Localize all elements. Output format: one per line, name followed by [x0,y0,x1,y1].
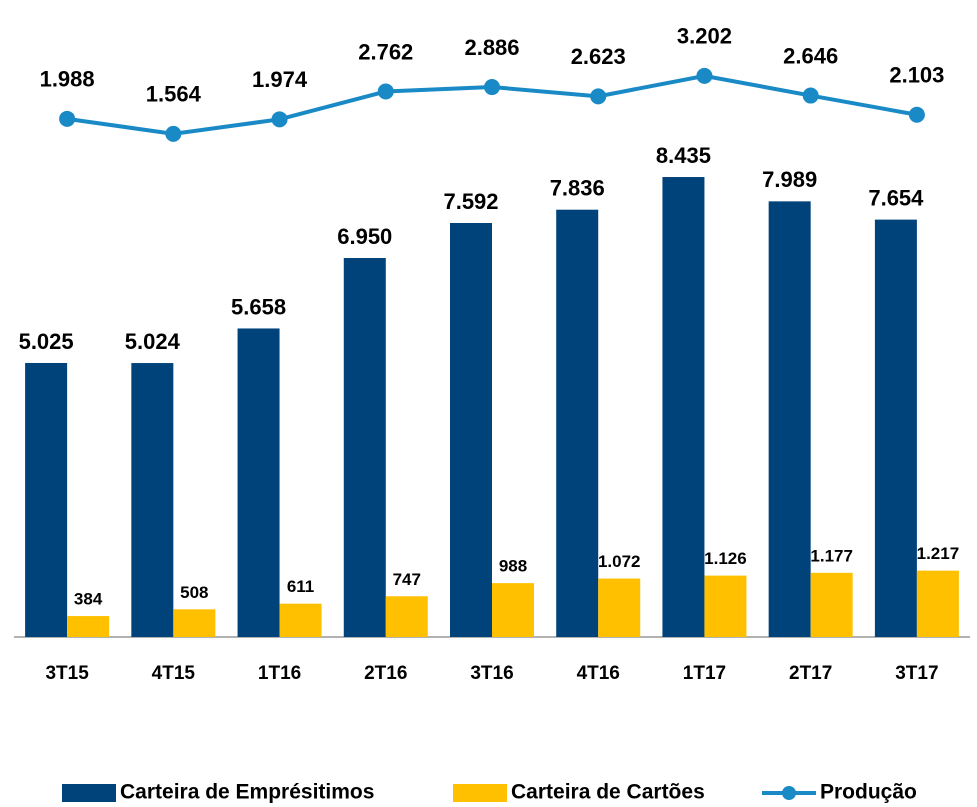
bar [173,609,216,637]
data-label: 7.989 [762,167,817,192]
data-label: 1.177 [810,546,853,565]
bar [450,223,492,637]
bar [874,219,917,637]
legend-swatch [62,784,116,802]
bar [25,362,68,637]
x-tick-label: 4T16 [577,663,620,684]
bar [916,570,959,637]
bar [343,258,386,637]
x-tick-label: 2T16 [364,663,407,684]
line-marker [802,87,819,104]
data-label: 508 [180,583,208,602]
data-label: 988 [499,557,527,576]
data-label: 1.072 [598,552,641,571]
data-label: 3.202 [677,24,732,49]
bar [810,572,853,637]
data-label: 7.592 [443,189,498,214]
data-label: 8.435 [656,143,711,168]
data-label: 7.654 [868,185,924,210]
data-label: 1.564 [146,82,202,107]
data-label: 2.103 [889,63,944,88]
x-tick-label: 3T15 [45,663,89,684]
data-label: 747 [393,570,421,589]
line-marker [908,106,925,123]
legend-label: Produção [820,781,917,804]
data-label: 2.886 [464,35,519,60]
x-tick-label: 3T16 [470,663,513,684]
line-marker [484,79,500,96]
legend-label: Carteira de Cartões [511,781,705,804]
data-label: 1.217 [917,544,960,563]
bar [492,583,534,637]
bar [598,578,641,637]
legend-label: Carteira de Emprésitimos [120,781,374,804]
data-label: 1.974 [252,67,308,92]
data-label: 1.126 [704,549,747,568]
line-marker [590,88,607,105]
x-tick-label: 4T15 [152,663,196,684]
line-marker [271,111,288,128]
x-tick-label: 1T17 [683,663,726,684]
data-label: 6.950 [337,224,392,249]
data-label: 2.623 [571,44,626,69]
data-label: 5.658 [231,294,286,319]
data-label: 2.762 [358,39,413,64]
bar [768,201,811,638]
data-label: 2.646 [783,43,838,68]
line-marker [696,67,713,84]
data-label: 1.988 [40,67,95,92]
line-marker [377,83,394,100]
bar [556,209,599,637]
bar [67,616,110,637]
data-label: 611 [287,577,314,596]
data-label: 5.025 [19,329,74,354]
bar [704,575,747,637]
bar [131,363,174,637]
data-label: 5.024 [125,329,181,354]
bar [662,177,705,637]
data-label: 384 [74,590,103,609]
legend-swatch [782,786,796,800]
bar [385,596,428,637]
data-label: 7.836 [550,176,605,201]
x-tick-label: 3T17 [895,663,938,684]
legend-swatch [453,784,507,802]
bar [279,603,322,637]
line-marker [59,110,76,127]
bar [237,328,280,637]
line-marker [165,125,182,142]
x-tick-label: 1T16 [258,663,301,684]
x-tick-label: 2T17 [789,663,832,684]
